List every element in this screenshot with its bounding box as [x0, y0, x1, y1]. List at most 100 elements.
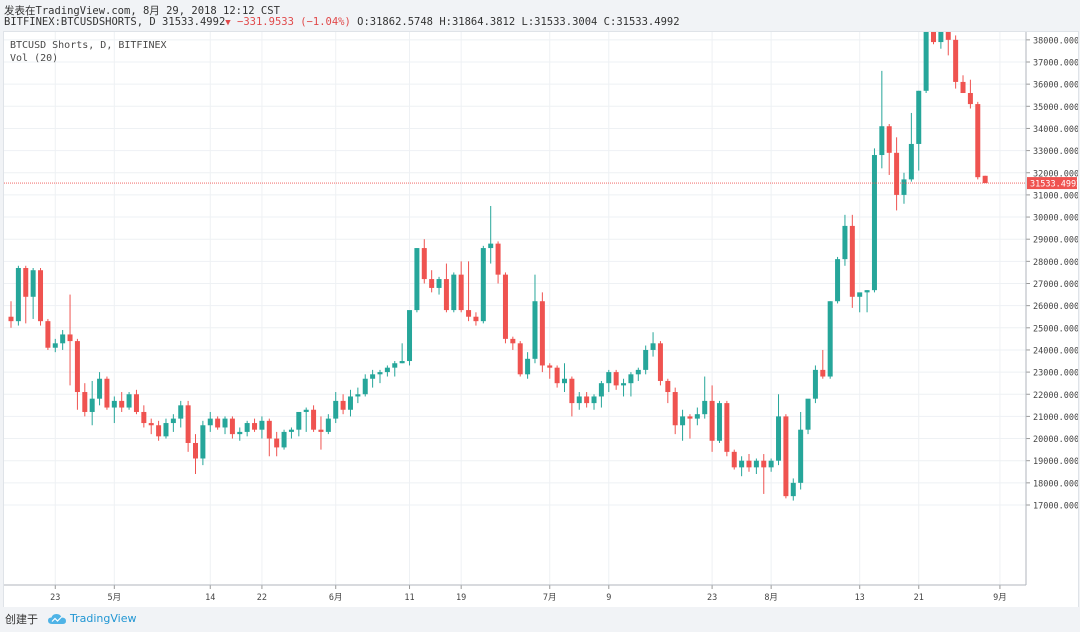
candle-body [370, 374, 376, 379]
candle-body [547, 365, 553, 368]
candlestick-chart[interactable]: 17000.0000 18000.0000 19000.0000 20000.0000… [4, 0, 1080, 607]
candle-up [598, 380, 604, 408]
candle-body [399, 361, 405, 364]
tradingview-brand[interactable]: TradingView [70, 612, 137, 625]
candle-down [894, 137, 900, 211]
candle-up [377, 369, 383, 384]
chart-frame: 17000.0000 18000.0000 19000.0000 20000.0000… [3, 0, 1080, 608]
candle-up [407, 310, 413, 366]
candle-body [229, 418, 235, 435]
candle-up [680, 409, 686, 441]
candle-up [525, 352, 531, 379]
candle-body [421, 248, 427, 280]
candle-body [384, 367, 390, 373]
y-tick-label: 35000.0000 [1033, 103, 1078, 113]
candle-up [15, 265, 21, 326]
candle-down [466, 261, 472, 322]
candle-up [325, 414, 331, 435]
x-tick-label: 22 [257, 593, 267, 603]
candle-body [52, 343, 58, 348]
candle-up [111, 396, 117, 424]
price-axis[interactable]: 17000.0000 18000.0000 19000.0000 20000.0000… [1025, 0, 1080, 585]
candles [8, 0, 988, 501]
footer: 创建于 TradingView [0, 607, 1080, 632]
candle-down [672, 387, 678, 435]
candle-body [281, 431, 287, 448]
candle-down [45, 318, 51, 350]
candle-up [716, 400, 722, 443]
candle-body [67, 334, 73, 342]
candle-body [325, 418, 331, 432]
candle-body [598, 383, 604, 397]
candle-body [886, 126, 892, 153]
last-price: 31533.4992 [162, 16, 226, 28]
candle-body [15, 267, 21, 322]
candle-body [458, 274, 464, 311]
candle-body [38, 270, 44, 322]
candle-body [355, 394, 361, 397]
x-tick-label: 21 [914, 593, 924, 603]
time-axis[interactable]: 23 5月 14 22 6月 11 19 7月 9 23 8月 13 21 9月 [4, 584, 1026, 603]
symbol-name[interactable]: BITFINEX:BTCUSDSHORTS, D [4, 16, 156, 28]
candle-body [222, 418, 228, 428]
candle-down [665, 378, 671, 404]
y-tick-label: 32000.0000 [1033, 169, 1078, 179]
candle-up [901, 172, 907, 204]
candle-down [967, 79, 973, 109]
candle-down [687, 414, 693, 439]
candle-down [547, 363, 553, 379]
candle-body [635, 369, 641, 375]
candle-down [510, 336, 516, 350]
candle-body [783, 416, 789, 497]
candle-body [392, 363, 398, 368]
candle-down [104, 376, 110, 410]
y-tick-label: 18000.0000 [1033, 479, 1078, 489]
candle-body [311, 409, 317, 430]
candle-body [901, 179, 907, 195]
candle-up [200, 420, 206, 466]
candle-body [576, 396, 582, 404]
candle-body [303, 409, 309, 412]
candle-body [237, 431, 243, 435]
candle-down [443, 263, 449, 313]
candle-body [207, 418, 213, 426]
candle-body [805, 398, 811, 430]
candle-down [141, 405, 147, 428]
y-tick-label: 24000.0000 [1033, 346, 1078, 356]
candle-down [502, 272, 508, 344]
candle-up [288, 427, 294, 439]
candle-body [333, 400, 339, 419]
legend-volume: Vol (20) [10, 53, 58, 64]
candle-body [908, 143, 914, 180]
last-price-label-bg [1027, 177, 1077, 190]
candle-body [798, 429, 804, 483]
candle-up [532, 274, 538, 364]
candle-body [466, 310, 472, 317]
candle-body [835, 259, 841, 302]
y-tick-label: 38000.0000 [1033, 36, 1078, 46]
candle-body [694, 414, 700, 419]
candle-body [119, 400, 125, 408]
candle-body [163, 423, 169, 437]
candle-body [74, 341, 80, 393]
candle-up [790, 478, 796, 501]
candle-up [923, 0, 929, 94]
candle-down [584, 392, 590, 408]
candle-down [709, 385, 715, 452]
candle-body [502, 274, 508, 339]
candle-down [820, 349, 826, 379]
candle-body [753, 460, 759, 468]
candle-body [879, 126, 885, 156]
x-tick-label: 14 [205, 593, 215, 603]
candle-body [569, 378, 575, 404]
candle-body [960, 81, 966, 94]
candle-down [23, 265, 29, 324]
candle-body [89, 398, 95, 412]
last-price-label: 31533.4992 [1030, 180, 1078, 190]
candle-body [30, 270, 36, 297]
candle-down [495, 241, 501, 284]
candle-body [274, 438, 280, 448]
candle-down [746, 454, 752, 472]
x-tick-label: 9 [606, 593, 611, 603]
y-tick-label: 19000.0000 [1033, 457, 1078, 467]
